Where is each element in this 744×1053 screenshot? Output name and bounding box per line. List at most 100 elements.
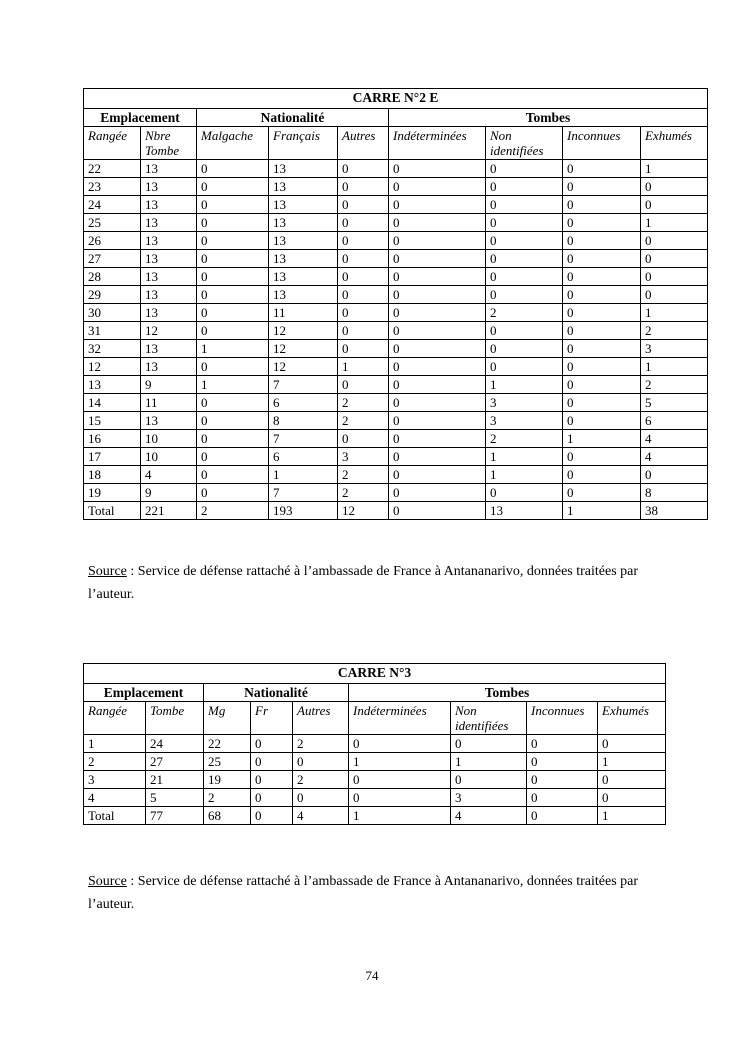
table-cell: 0 <box>196 357 269 376</box>
table-cell: 22 <box>203 734 251 753</box>
group-header: Nationalité <box>203 683 349 702</box>
table-cell: 77 <box>145 806 204 825</box>
table-cell: 1 <box>348 806 451 825</box>
table-cell: 2 <box>196 501 269 520</box>
table-cell: 12 <box>337 501 389 520</box>
table-row: 1 24 22 0 2 0 0 0 0 <box>83 734 667 753</box>
table-cell: 13 <box>140 339 197 358</box>
table-cell: 1 <box>639 213 709 232</box>
table-cell: 13 <box>140 303 197 322</box>
table-cell: 4 <box>292 806 349 825</box>
table-cell: 0 <box>562 411 641 430</box>
column-header: Exhumés <box>639 126 709 160</box>
table-cell: 32 <box>83 339 141 358</box>
table-title: CARRE N°2 E <box>82 88 709 109</box>
table-cell: 27 <box>145 752 204 771</box>
table-cell: 13 <box>268 267 338 286</box>
table-cell: 30 <box>83 303 141 322</box>
table-row: 13 9 1 7 0 0 1 0 2 <box>83 375 709 394</box>
table-cell: 0 <box>596 734 667 753</box>
table-cell: 13 <box>140 249 197 268</box>
total-row: Total 77 68 0 4 1 4 0 1 <box>83 806 667 825</box>
table-row: 30 13 0 11 0 0 2 0 1 <box>83 303 709 322</box>
table-cell: 26 <box>83 231 141 250</box>
table-cell: 4 <box>140 465 197 484</box>
carre-n3-table: CARRE N°3 Emplacement Nationalité Tombes Ran… <box>82 663 667 825</box>
table-cell: 13 <box>485 501 563 520</box>
table-cell: 0 <box>196 483 269 502</box>
table-cell: 18 <box>83 465 141 484</box>
table-cell: 0 <box>196 213 269 232</box>
total-row: Total 221 2 193 12 0 13 1 38 <box>83 501 709 520</box>
table-cell: 13 <box>268 285 338 304</box>
table-cell: 13 <box>268 231 338 250</box>
table-cell: 0 <box>562 339 641 358</box>
table-cell: 4 <box>639 447 709 466</box>
table-cell: 0 <box>388 213 486 232</box>
table-row: 17 10 0 6 3 0 1 0 4 <box>83 447 709 466</box>
table-cell: 1 <box>485 447 563 466</box>
table-cell: 8 <box>268 411 338 430</box>
table-cell: 0 <box>337 177 389 196</box>
column-header: Inconnues <box>562 126 641 160</box>
column-header: Indéterminées <box>388 126 486 160</box>
table-row: 12 13 0 12 1 0 0 0 1 <box>83 357 709 376</box>
table-cell: 1 <box>562 501 641 520</box>
table-cell: 0 <box>639 231 709 250</box>
table-row: 22 13 0 13 0 0 0 0 1 <box>83 159 709 178</box>
table-cell: 0 <box>388 195 486 214</box>
table-cell: 12 <box>140 321 197 340</box>
table-cell: 2 <box>639 375 709 394</box>
table-cell: 0 <box>388 285 486 304</box>
table-cell: 6 <box>268 447 338 466</box>
table-cell: 3 <box>450 788 527 807</box>
table-cell: 0 <box>388 465 486 484</box>
table-cell: 0 <box>639 177 709 196</box>
table-cell: 0 <box>562 357 641 376</box>
table-cell: 1 <box>562 429 641 448</box>
table-cell: 7 <box>268 483 338 502</box>
table-cell: 7 <box>268 429 338 448</box>
table-cell: 9 <box>140 375 197 394</box>
table-cell: 1 <box>337 357 389 376</box>
table-cell: 0 <box>526 770 598 789</box>
table-cell: 0 <box>388 159 486 178</box>
table-cell: 6 <box>268 393 338 412</box>
table-cell: 0 <box>562 249 641 268</box>
table-cell: 0 <box>337 375 389 394</box>
table-cell: 0 <box>388 429 486 448</box>
table-cell: 0 <box>388 447 486 466</box>
table-cell: 8 <box>639 483 709 502</box>
table-cell: 0 <box>562 321 641 340</box>
table-cell: 0 <box>196 249 269 268</box>
table-row: 19 9 0 7 2 0 0 0 8 <box>83 483 709 502</box>
table-cell: 0 <box>337 321 389 340</box>
table-cell: 0 <box>196 447 269 466</box>
table-row: 31 12 0 12 0 0 0 0 2 <box>83 321 709 340</box>
table-cell: 0 <box>562 393 641 412</box>
table-cell: 12 <box>268 321 338 340</box>
table-cell: 0 <box>485 483 563 502</box>
table-cell: 2 <box>485 303 563 322</box>
table-cell: 0 <box>292 788 349 807</box>
table-cell: 1 <box>639 357 709 376</box>
column-header: Autres <box>292 701 349 735</box>
table-row: 2 27 25 0 0 1 1 0 1 <box>83 752 667 771</box>
table-cell: 13 <box>140 177 197 196</box>
table-cell: 0 <box>562 195 641 214</box>
table-cell: 11 <box>140 393 197 412</box>
table-cell: 0 <box>388 375 486 394</box>
table-cell: 25 <box>203 752 251 771</box>
table-cell: 0 <box>562 177 641 196</box>
table-cell: 0 <box>562 465 641 484</box>
column-header: Français <box>268 126 338 160</box>
table-row: 32 13 1 12 0 0 0 0 3 <box>83 339 709 358</box>
table-cell: 0 <box>450 734 527 753</box>
table-cell: 0 <box>250 788 293 807</box>
table-cell: 0 <box>639 267 709 286</box>
table-cell: 0 <box>337 303 389 322</box>
table-cell: 2 <box>292 770 349 789</box>
table-cell: 13 <box>268 213 338 232</box>
table-cell: 0 <box>388 177 486 196</box>
